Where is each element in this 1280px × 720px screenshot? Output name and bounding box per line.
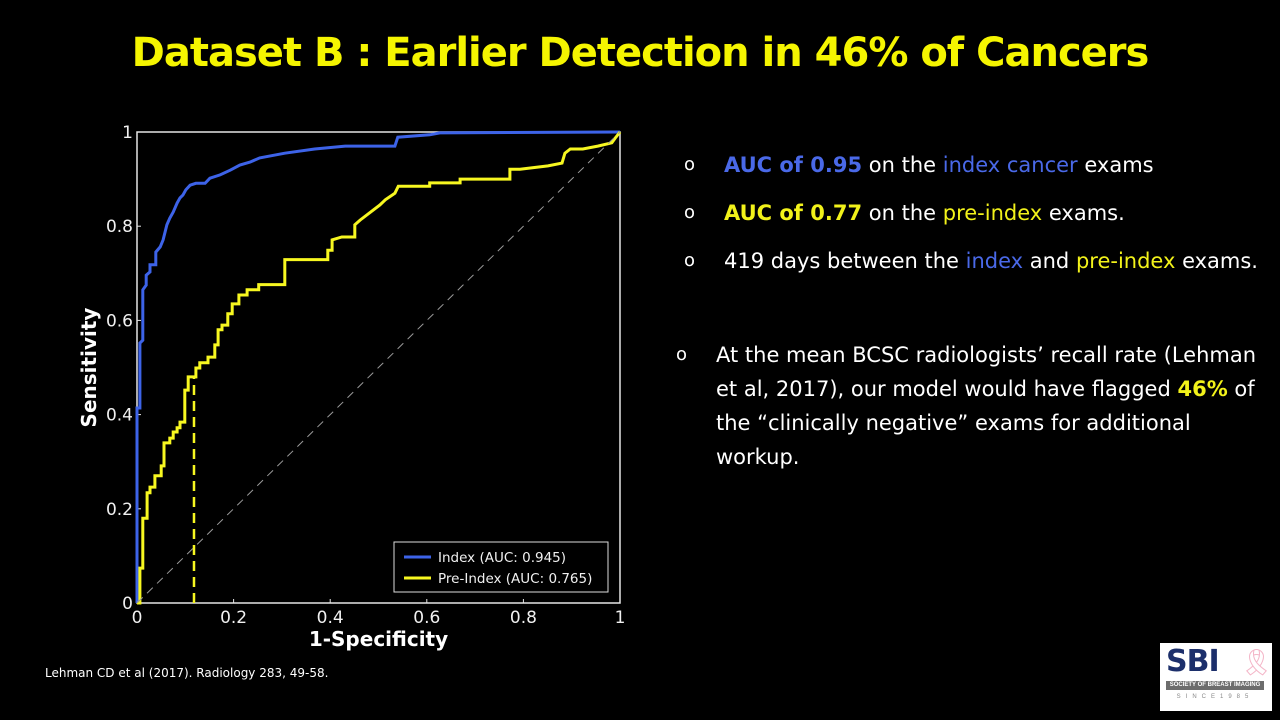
bullet-text: At the mean BCSC radiologists’ recall ra… <box>716 343 1256 469</box>
bullet-item: o AUC of 0.95 on the index cancer exams <box>680 148 1260 182</box>
index-roc-curve <box>135 130 621 603</box>
bullet-segment: AUC of 0.77 <box>724 201 863 225</box>
bullet-marker: o <box>684 202 696 223</box>
bullet-segment: 419 days between the <box>724 249 966 273</box>
legend-label: Index (AUC: 0.945) <box>438 550 566 566</box>
bullet-text: AUC of 0.95 on the index cancer exams <box>724 153 1154 177</box>
bullet-segment: index cancer <box>942 153 1078 177</box>
bullet-segment: exams. <box>1042 201 1125 225</box>
bullet-marker: o <box>684 154 696 175</box>
y-axis-label: Sensitivity <box>77 308 101 428</box>
x-tick-label: 0.8 <box>510 608 537 628</box>
bullet-list: o AUC of 0.95 on the index cancer exams o A… <box>680 148 1260 292</box>
bullet-segment: pre-index <box>1075 249 1176 273</box>
x-tick-label: 0.2 <box>220 608 247 628</box>
sbi-logo: SBI 🎗 SOCIETY OF BREAST IMAGING SINCE198… <box>1160 643 1274 711</box>
y-tick-label: 0.6 <box>106 311 133 331</box>
x-tick-label: 1 <box>615 608 626 628</box>
bullet-segment: exams. <box>1175 249 1258 273</box>
x-tick-label: 0.6 <box>413 608 440 628</box>
bullet-marker: o <box>676 344 688 365</box>
bullet-segment: on the <box>862 201 943 225</box>
legend-label: Pre-Index (AUC: 0.765) <box>438 571 592 587</box>
slide-title: Dataset B : Earlier Detection in 46% of … <box>131 30 1150 76</box>
bullet-marker: o <box>684 250 696 271</box>
bullet-item: o AUC of 0.77 on the pre-index exams. <box>680 196 1260 230</box>
pink-ribbon-icon: 🎗 <box>1240 647 1274 677</box>
logo-text: SBI <box>1166 644 1220 679</box>
chance-diagonal-line <box>136 131 621 604</box>
plot-frame <box>136 131 621 604</box>
pre-index-roc-curve <box>137 131 622 605</box>
bullet-segment: 46% <box>1177 377 1228 401</box>
roc-chart: 0 0.2 0.4 0.6 0.8 1 0 0.2 0.4 0.6 0.8 1 1-Specificit… <box>77 123 625 651</box>
bullet-segment: index <box>965 249 1024 273</box>
bullet-text: 419 days between the index and pre-index… <box>724 249 1258 273</box>
x-tick-label: 0.4 <box>317 608 344 628</box>
bullet-segment: At the mean BCSC radiologists’ recall ra… <box>716 343 1257 401</box>
bullet-segment: exams <box>1077 153 1154 177</box>
logo-band: SOCIETY OF BREAST IMAGING <box>1166 681 1264 690</box>
bullet-segment: AUC of 0.95 <box>724 153 863 177</box>
x-tick-label: 0 <box>132 608 143 628</box>
legend-box <box>393 541 609 593</box>
y-tick-label: 0 <box>122 594 133 614</box>
bullet-text: AUC of 0.77 on the pre-index exams. <box>724 201 1125 225</box>
plot-area: 0 0.2 0.4 0.6 0.8 1 0 0.2 0.4 0.6 0.8 1 1-Specificit… <box>77 123 625 651</box>
y-tick-label: 0.4 <box>106 406 133 426</box>
y-tick-label: 1 <box>122 123 133 143</box>
bullet-item: o 419 days between the index and pre-inde… <box>680 244 1260 278</box>
bullet-segment: on the <box>862 153 943 177</box>
bullet-segment: of the “clinically negative” exams for a… <box>716 377 1255 469</box>
bullet-segment: pre-index <box>942 201 1043 225</box>
y-tick-label: 0.8 <box>106 217 133 237</box>
bullet-recall-rate: o At the mean BCSC radiologists’ recall … <box>676 338 1276 474</box>
logo-since: SINCE1985 <box>1176 694 1254 700</box>
reference-citation: Lehman CD et al (2017). Radiology 283, 4… <box>45 666 329 680</box>
y-tick-label: 0.2 <box>106 500 133 520</box>
x-axis-label: 1-Specificity <box>309 627 448 651</box>
bullet-segment: and <box>1023 249 1076 273</box>
